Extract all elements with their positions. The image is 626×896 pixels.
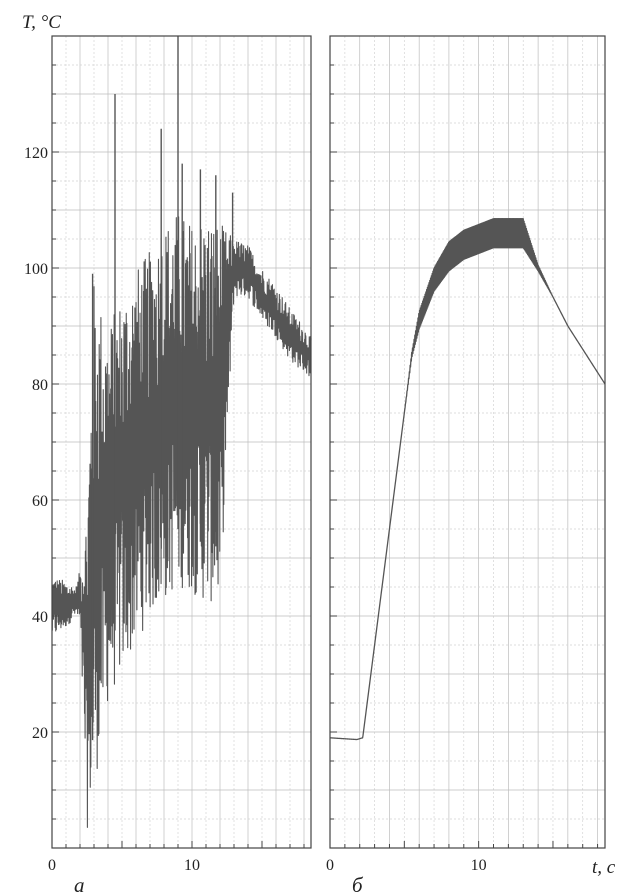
- panel-b-label: б: [352, 873, 364, 896]
- panel-a-ticks: 0 10 20 40 60 80 100 120: [24, 64, 305, 874]
- y-axis-label: T, °C: [22, 12, 61, 33]
- y-tick-label: 80: [32, 377, 48, 394]
- panel-a-series: [51, 36, 312, 828]
- y-tick-label: 40: [32, 609, 48, 626]
- y-tick-label: 20: [32, 725, 48, 742]
- x-tick-label: 10: [471, 857, 487, 874]
- y-tick-label: 60: [32, 493, 48, 510]
- panel-b-series: [329, 218, 606, 741]
- panel-b: 0 10: [326, 35, 606, 874]
- x-axis-label: t, c: [592, 857, 616, 878]
- panel-b-grid: [330, 36, 605, 848]
- y-tick-label: 100: [24, 261, 48, 278]
- x-tick-label: 10: [184, 857, 200, 874]
- series-line: [329, 218, 606, 741]
- x-tick-label: 0: [326, 857, 334, 874]
- panel-a: 0 10 20 40 60 80 100 120: [24, 35, 312, 874]
- panel-b-ticks: 0 10: [326, 64, 599, 874]
- panel-a-label: а: [74, 873, 85, 896]
- x-tick-label: 0: [48, 857, 56, 874]
- y-tick-label: 120: [24, 145, 48, 162]
